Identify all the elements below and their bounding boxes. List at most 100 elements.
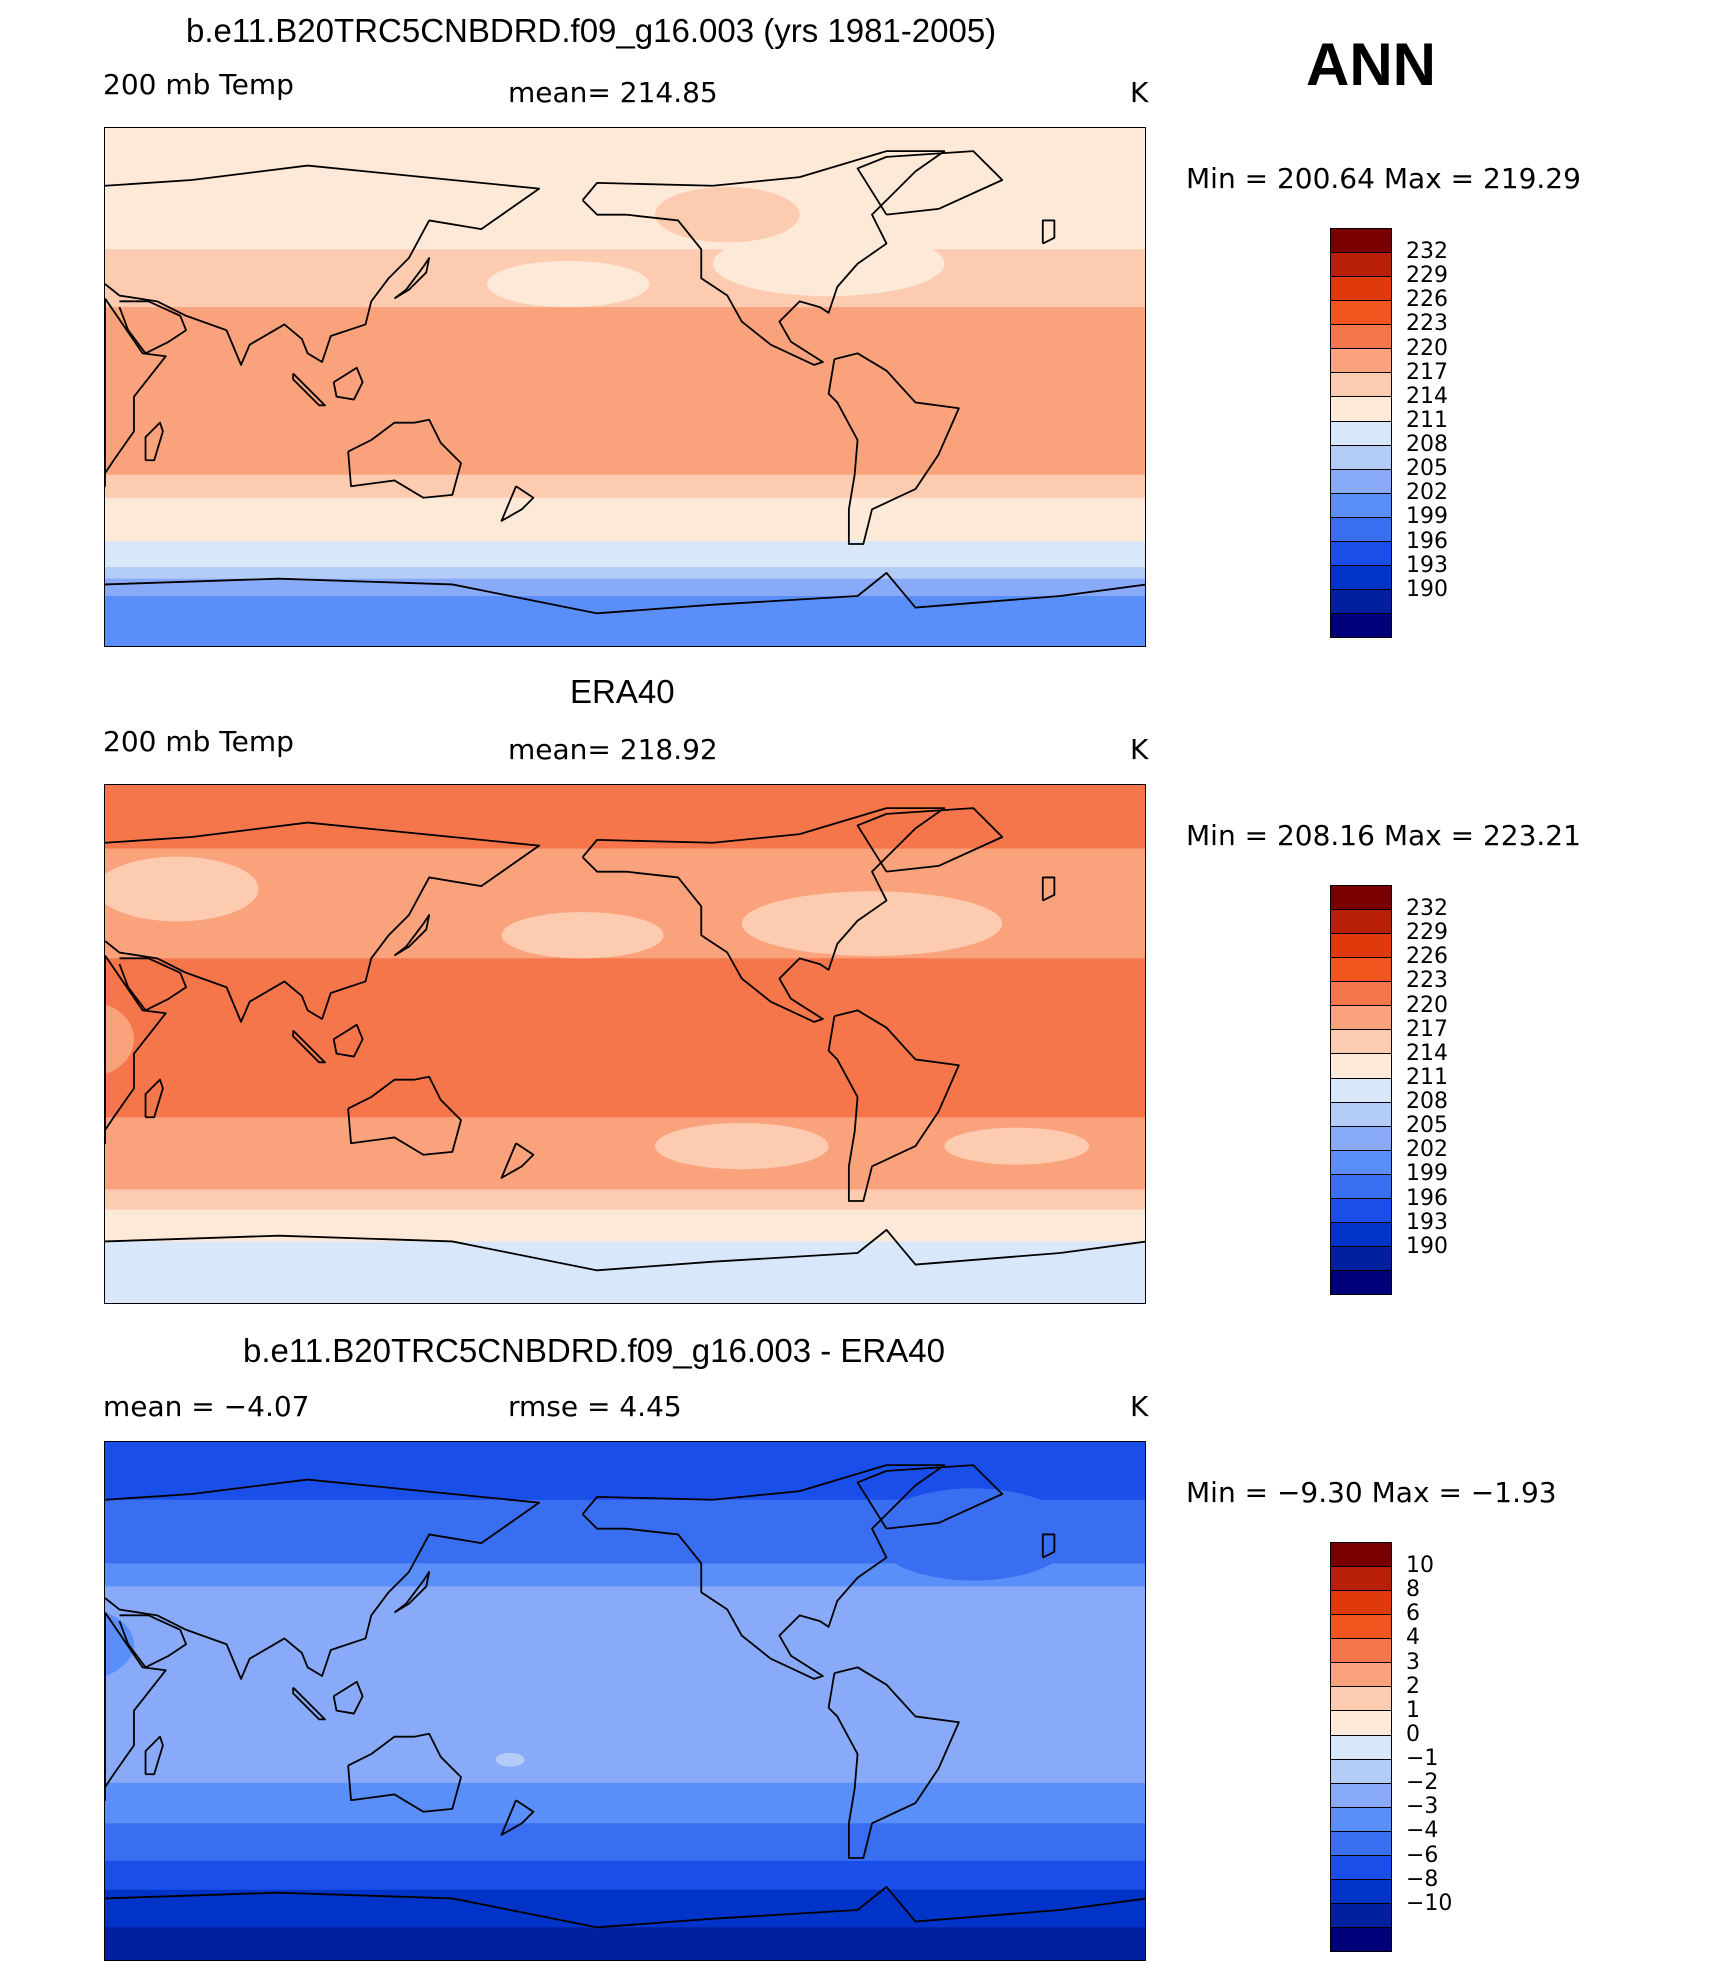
colorbar-swatch <box>1331 957 1391 982</box>
coastline <box>500 485 535 522</box>
colorbar-tick-label: 193 <box>1406 1209 1448 1235</box>
coastline <box>347 418 462 499</box>
temperature-band <box>105 1927 1145 1960</box>
colorbar-tick-label: 220 <box>1406 335 1448 361</box>
colorbar-tick-label: 205 <box>1406 1113 1448 1139</box>
temperature-band <box>105 1889 1145 1928</box>
season-label: ANN <box>1306 31 1436 98</box>
coastline <box>347 1732 462 1813</box>
colorbar-tick-label: −2 <box>1406 1770 1439 1796</box>
colorbar-swatch <box>1331 252 1391 277</box>
colorbar-tick-label: 229 <box>1406 263 1448 289</box>
colorbar-swatch <box>1331 1149 1391 1174</box>
temperature-band <box>105 1860 1145 1891</box>
contour-patch <box>105 1004 134 1075</box>
contour-patch <box>654 1123 829 1170</box>
colorbar-swatch <box>1331 886 1391 910</box>
panel-3-rmse-label: rmse = 4.45 <box>508 1390 682 1423</box>
coastline <box>856 1464 1004 1530</box>
panel-2-mean-label: mean= 218.92 <box>508 733 718 766</box>
colorbar-swatch <box>1331 1053 1391 1078</box>
colorbar-swatch <box>1331 276 1391 301</box>
colorbar-tick-label: 8 <box>1406 1577 1420 1603</box>
colorbar-tick-label: 217 <box>1406 1016 1448 1042</box>
colorbar-swatch <box>1331 1221 1391 1246</box>
colorbar-tick-label: −3 <box>1406 1794 1439 1820</box>
coastline <box>393 257 431 300</box>
coastline <box>332 366 364 401</box>
colorbar-swatch <box>1331 933 1391 958</box>
colorbar-swatch <box>1331 1662 1391 1687</box>
temperature-band <box>105 497 1145 542</box>
colorbar-tick-label: 223 <box>1406 311 1448 337</box>
panel-2-units: K <box>1130 733 1149 766</box>
colorbar-tick-label: 190 <box>1406 576 1448 602</box>
colorbar-swatch <box>1331 1806 1391 1831</box>
temperature-band <box>105 1730 1145 1784</box>
colorbar-tick-label: 6 <box>1406 1601 1420 1627</box>
colorbar-swatch <box>1331 372 1391 397</box>
contour-patch <box>712 231 945 297</box>
coastline <box>105 1611 167 1802</box>
temperature-band <box>105 1823 1145 1862</box>
colorbar-swatch <box>1331 516 1391 541</box>
colorbar-tick-label: 220 <box>1406 992 1448 1018</box>
coastline <box>292 1029 326 1064</box>
colorbar-swatch <box>1331 540 1391 565</box>
coastline <box>581 1464 946 1680</box>
contour-patch <box>984 351 1066 379</box>
panel-1-title: b.e11.B20TRC5CNBDRD.f09_g16.003 (yrs 198… <box>186 12 997 49</box>
panel-1-minmax: Min = 200.64 Max = 219.29 <box>1186 162 1581 195</box>
colorbar-tick-label: 199 <box>1406 1161 1448 1187</box>
temperature-band <box>105 1563 1145 1588</box>
panel-2-minmax: Min = 208.16 Max = 223.21 <box>1186 819 1581 852</box>
colorbar-swatch <box>1331 1101 1391 1126</box>
coastline <box>292 1686 326 1721</box>
colorbar-swatch <box>1331 1077 1391 1102</box>
temperature-band <box>105 1209 1145 1243</box>
colorbar-swatch <box>1331 1782 1391 1807</box>
panel-1-map <box>104 127 1146 647</box>
coastline <box>827 1666 960 1859</box>
temperature-band <box>105 474 1145 499</box>
panel-1-variable-label: 200 mb Temp <box>103 68 294 101</box>
panel-3-map <box>104 1441 1146 1961</box>
colorbar-swatch <box>1331 1245 1391 1270</box>
colorbar-swatch <box>1331 1173 1391 1198</box>
colorbar-tick-label: 190 <box>1406 1233 1448 1259</box>
coastline <box>118 300 187 355</box>
colorbar-swatch <box>1331 1878 1391 1903</box>
coastline <box>1041 219 1056 245</box>
colorbar-swatch <box>1331 909 1391 934</box>
colorbar-swatch <box>1331 1543 1391 1567</box>
panel-1-units: K <box>1130 76 1149 109</box>
colorbar-swatch <box>1331 1005 1391 1030</box>
colorbar-swatch <box>1331 1902 1391 1927</box>
contour-patch <box>105 1612 134 1677</box>
colorbar-swatch <box>1331 300 1391 325</box>
colorbar-swatch <box>1331 588 1391 613</box>
colorbar-tick-label: 4 <box>1406 1625 1420 1651</box>
temperature-band <box>105 541 1145 568</box>
colorbar-swatch <box>1331 1927 1391 1952</box>
coastline <box>500 1799 535 1836</box>
colorbar-tick-label: 217 <box>1406 359 1448 385</box>
panel-2-title: ERA40 <box>570 673 675 710</box>
colorbar-tick-label: 202 <box>1406 1137 1448 1163</box>
coastline <box>105 1228 1145 1272</box>
colorbar-swatch <box>1331 1830 1391 1855</box>
colorbar-swatch <box>1331 1758 1391 1783</box>
contour-patch <box>487 260 650 308</box>
colorbar-tick-label: 211 <box>1406 407 1448 433</box>
colorbar-tick-label: 196 <box>1406 528 1448 554</box>
coastline <box>827 1009 960 1202</box>
colorbar-swatch <box>1331 1686 1391 1711</box>
colorbar-tick-label: −1 <box>1406 1746 1439 1772</box>
colorbar-swatch <box>1331 1566 1391 1591</box>
panel-3-mean-label: mean = −4.07 <box>103 1390 310 1423</box>
panel-2-colorbar <box>1330 885 1392 1295</box>
coastline <box>393 1571 431 1614</box>
coastline <box>105 954 167 1145</box>
colorbar-tick-label: 196 <box>1406 1185 1448 1211</box>
temperature-band <box>105 128 1145 250</box>
